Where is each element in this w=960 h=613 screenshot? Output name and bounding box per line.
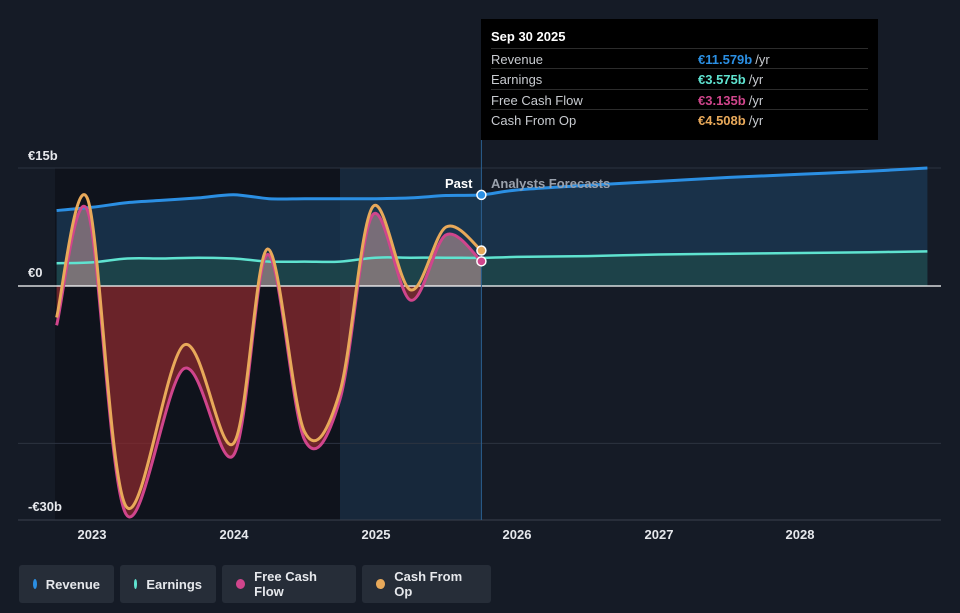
tooltip-row-cfo: Cash From Op €4.508b/yr xyxy=(491,109,868,130)
tooltip-row-earnings: Earnings €3.575b/yr xyxy=(491,68,868,89)
legend-dot-icon xyxy=(134,579,138,589)
x-tick-label: 2023 xyxy=(77,527,107,542)
earnings-line xyxy=(56,250,928,265)
y-tick-label: -€30b xyxy=(28,499,62,514)
tooltip-date: Sep 30 2025 xyxy=(491,29,566,44)
cfo-line xyxy=(55,193,483,511)
legend-item-fcf[interactable]: Free Cash Flow xyxy=(222,565,356,603)
tooltip-value: €11.579b/yr xyxy=(698,52,770,67)
revenue-line xyxy=(56,166,928,212)
x-tick-label: 2026 xyxy=(502,527,532,542)
y-tick-label: €15b xyxy=(28,148,58,163)
legend-label: Revenue xyxy=(45,576,100,592)
y-tick-label: €0 xyxy=(28,265,43,280)
legend-label: Earnings xyxy=(146,576,202,592)
tooltip: Sep 30 2025 Revenue €11.579b/yr Earnings… xyxy=(481,19,878,140)
x-tick-label: 2027 xyxy=(644,527,674,542)
fcf-marker xyxy=(476,256,487,267)
revenue-marker xyxy=(476,189,487,201)
legend-item-revenue[interactable]: Revenue xyxy=(19,565,114,603)
x-tick-label: 2025 xyxy=(361,527,391,542)
tooltip-value: €4.508b/yr xyxy=(698,113,764,128)
past-section-label: Past xyxy=(445,176,473,191)
tooltip-row-revenue: Revenue €11.579b/yr xyxy=(491,48,868,69)
legend-label: Cash From Op xyxy=(394,569,463,599)
legend-dot-icon xyxy=(33,579,37,589)
legend-dot-icon xyxy=(236,579,246,589)
tooltip-value: €3.135b/yr xyxy=(698,93,764,108)
legend-label: Free Cash Flow xyxy=(254,569,318,599)
tooltip-value: €3.575b/yr xyxy=(698,72,764,87)
forecast-section-label: Analysts Forecasts xyxy=(491,176,611,191)
tooltip-label: Earnings xyxy=(491,72,543,87)
cfo-marker xyxy=(476,245,487,256)
tooltip-label: Cash From Op xyxy=(491,113,577,128)
fcf-positive-area xyxy=(56,206,482,286)
tooltip-label: Free Cash Flow xyxy=(491,93,583,108)
x-tick-label: 2024 xyxy=(219,527,249,542)
tooltip-label: Revenue xyxy=(491,52,544,67)
fcf-negative-area xyxy=(56,286,482,517)
legend-item-cfo[interactable]: Cash From Op xyxy=(362,565,491,603)
x-tick-label: 2028 xyxy=(785,527,815,542)
tooltip-row-fcf: Free Cash Flow €3.135b/yr xyxy=(491,89,868,110)
legend-dot-icon xyxy=(376,579,386,589)
legend-item-earnings[interactable]: Earnings xyxy=(120,565,216,603)
